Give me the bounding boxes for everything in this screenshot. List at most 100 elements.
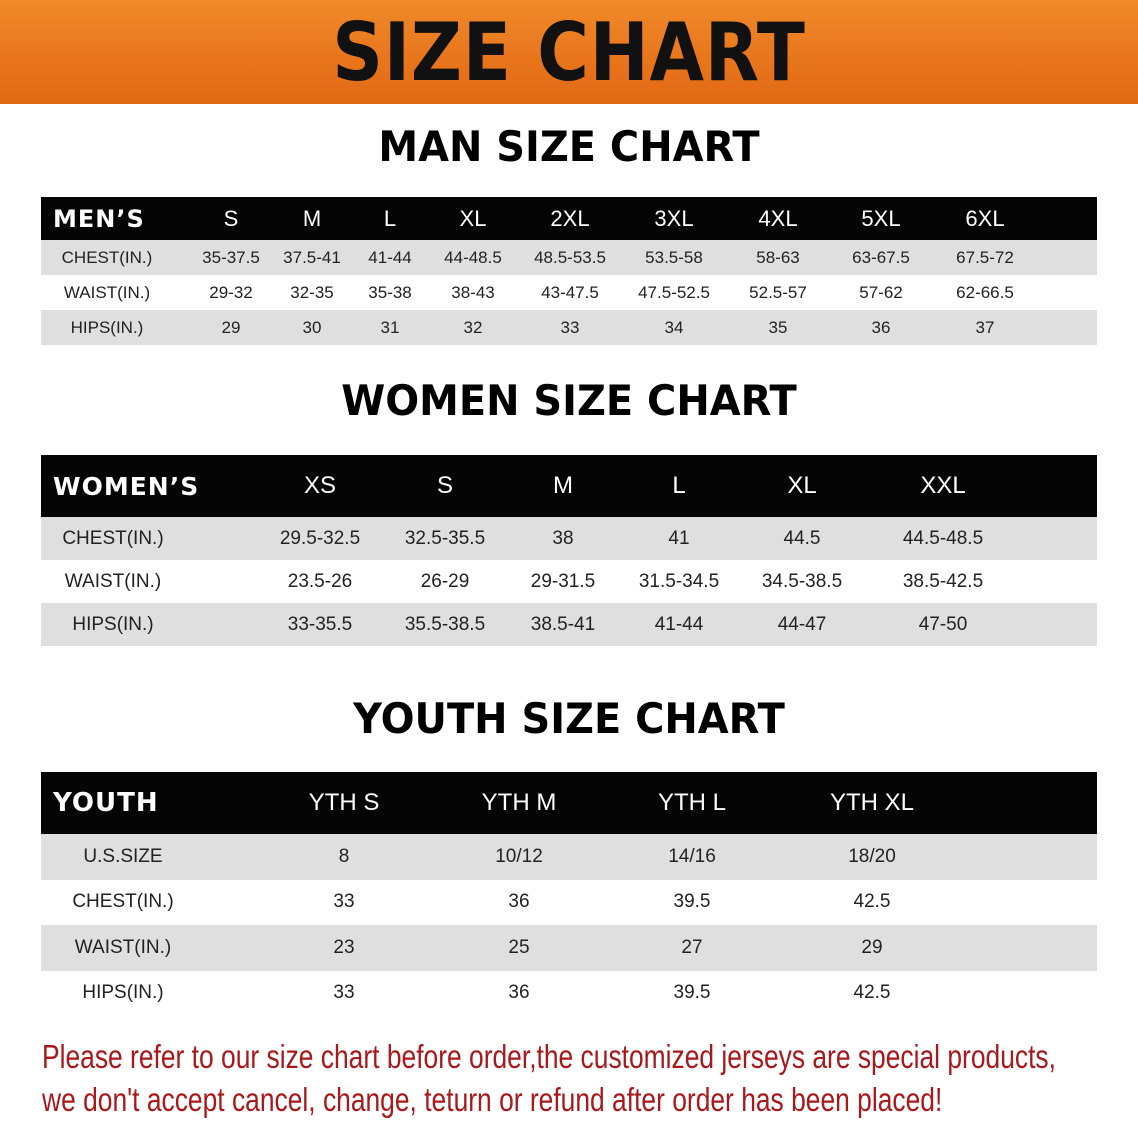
women-header-row: WOMEN’S XS S M L XL XXL [41, 455, 1097, 517]
table-cell: 41 [668, 527, 690, 549]
table-cell: 42.5 [853, 982, 891, 1004]
table-cell: 29 [221, 317, 241, 337]
banner-title: SIZE CHART [332, 6, 806, 99]
youth-header-label: YOUTH [53, 788, 159, 818]
table-cell: 47.5-52.5 [638, 282, 710, 302]
table-cell: 25 [508, 936, 530, 958]
youth-header-row: YOUTH YTH S YTH M YTH L YTH XL [41, 772, 1097, 834]
table-cell: 35-37.5 [202, 247, 260, 267]
youth-title: YOUTH SIZE CHART [353, 694, 785, 743]
size-header-4xl: 4XL [758, 205, 798, 231]
table-cell: 29-32 [209, 282, 253, 302]
table-cell: 32-35 [290, 282, 334, 302]
table-cell: 48.5-53.5 [534, 247, 606, 267]
size-header-5xl: 5XL [861, 205, 901, 231]
table-cell: 52.5-57 [749, 282, 807, 302]
women-title: WOMEN SIZE CHART [341, 376, 797, 425]
women-row-hipsin: HIPS(IN.) 33-35.5 35.5-38.5 38.5-41 41-44 44-… [41, 603, 1097, 646]
table-cell: 67.5-72 [956, 247, 1014, 267]
table-cell: 32.5-35.5 [404, 527, 486, 549]
table-cell: 39.5 [673, 891, 711, 913]
row-label: CHEST(IN.) [61, 247, 153, 267]
youth-row-waistin: WAIST(IN.) 23 25 27 29 [41, 925, 1097, 971]
men-row-waistin: WAIST(IN.) 29-32 32-35 35-38 38-43 43-47.5 47.… [41, 275, 1097, 310]
table-cell: 63-67.5 [852, 247, 910, 267]
row-label: WAIST(IN.) [64, 570, 162, 592]
men-header-row: MEN’S S M L XL 2XL 3XL 4XL 5XL 6XL [41, 197, 1097, 240]
table-cell: 29.5-32.5 [279, 527, 361, 549]
table-cell: 41-44 [654, 613, 704, 635]
table-cell: 44-48.5 [444, 247, 502, 267]
size-header-xs: XS [303, 472, 336, 499]
row-label: CHEST(IN.) [72, 891, 174, 913]
table-cell: 36 [508, 982, 530, 1004]
table-cell: 30 [302, 317, 322, 337]
table-cell: 57-62 [859, 282, 903, 302]
table-cell: 62-66.5 [956, 282, 1014, 302]
women-row-waistin: WAIST(IN.) 23.5-26 26-29 29-31.5 31.5-34.5 34… [41, 560, 1097, 603]
table-cell: 37.5-41 [283, 247, 341, 267]
table-cell: 53.5-58 [645, 247, 703, 267]
banner: SIZE CHART [0, 0, 1138, 104]
size-header-m: M [302, 205, 322, 231]
table-cell: 38.5-42.5 [902, 570, 984, 592]
table-cell: 38-43 [451, 282, 495, 302]
row-label: CHEST(IN.) [62, 527, 164, 549]
size-header-yth-m: YTH M [481, 789, 557, 816]
table-cell: 29-31.5 [530, 570, 596, 592]
table-cell: 33 [333, 982, 355, 1004]
men-size-table: MEN’S S M L XL 2XL 3XL 4XL 5XL 6XL CHEST(IN.) 35-37… [41, 197, 1097, 345]
table-cell: 39.5 [673, 982, 711, 1004]
row-label: WAIST(IN.) [74, 936, 172, 958]
women-header-label: WOMEN’S [53, 471, 200, 501]
table-cell: 41-44 [368, 247, 412, 267]
table-cell: 31.5-34.5 [638, 570, 720, 592]
men-title: MAN SIZE CHART [378, 122, 760, 171]
table-cell: 26-29 [420, 570, 470, 592]
size-header-s: S [223, 205, 239, 231]
table-cell: 23.5-26 [287, 570, 353, 592]
size-header-6xl: 6XL [965, 205, 1005, 231]
men-row-chestin: CHEST(IN.) 35-37.5 37.5-41 41-44 44-48.5 48.5… [41, 240, 1097, 275]
notice-line-1: Please refer to our size chart before or… [42, 1038, 1056, 1075]
table-cell: 18/20 [848, 845, 896, 867]
table-cell: 43-47.5 [541, 282, 599, 302]
row-label: U.S.SIZE [83, 845, 163, 867]
table-cell: 44-47 [777, 613, 827, 635]
table-cell: 38 [552, 527, 574, 549]
table-cell: 14/16 [668, 845, 716, 867]
size-header-yth-xl: YTH XL [829, 789, 915, 816]
size-header-xxl: XXL [920, 472, 966, 499]
table-cell: 42.5 [853, 891, 891, 913]
women-row-chestin: CHEST(IN.) 29.5-32.5 32.5-35.5 38 41 44.5 44.5… [41, 517, 1097, 560]
table-cell: 34 [664, 317, 684, 337]
size-header-yth-l: YTH L [657, 789, 726, 816]
table-cell: 23 [333, 936, 355, 958]
size-header-l: L [383, 205, 397, 231]
notice-line-2: we don't accept cancel, change, teturn o… [42, 1081, 943, 1118]
table-cell: 8 [338, 845, 350, 867]
size-header-s: S [436, 472, 453, 499]
men-header-label: MEN’S [53, 204, 145, 233]
row-label: HIPS(IN.) [72, 613, 154, 635]
row-label: HIPS(IN.) [82, 982, 164, 1004]
table-cell: 47-50 [918, 613, 968, 635]
table-cell: 33-35.5 [287, 613, 353, 635]
table-cell: 44.5-48.5 [902, 527, 984, 549]
table-cell: 10/12 [495, 845, 543, 867]
table-cell: 34.5-38.5 [761, 570, 843, 592]
table-cell: 58-63 [756, 247, 800, 267]
table-cell: 35-38 [368, 282, 412, 302]
table-cell: 38.5-41 [530, 613, 596, 635]
table-cell: 32 [463, 317, 483, 337]
size-header-yth-s: YTH S [308, 789, 380, 816]
size-header-2xl: 2XL [550, 205, 590, 231]
table-cell: 29 [861, 936, 883, 958]
table-cell: 35.5-38.5 [404, 613, 486, 635]
men-row-hipsin: HIPS(IN.) 29 30 31 32 33 34 35 36 37 [41, 310, 1097, 345]
table-cell: 33 [333, 891, 355, 913]
row-label: HIPS(IN.) [70, 317, 144, 337]
table-cell: 35 [768, 317, 788, 337]
size-header-m: M [553, 472, 573, 499]
youth-size-table: YOUTH YTH S YTH M YTH L YTH XL U.S.SIZE 8 10/12… [41, 772, 1097, 1016]
